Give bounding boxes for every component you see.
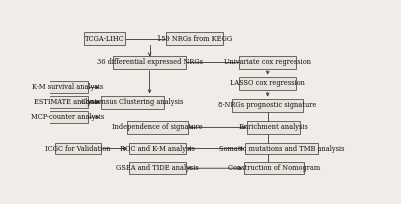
Text: Independence of signature: Independence of signature: [112, 123, 203, 131]
Text: ICGC for Validation: ICGC for Validation: [45, 145, 111, 153]
FancyBboxPatch shape: [113, 55, 186, 69]
Text: 159 NRGs from KEGG: 159 NRGs from KEGG: [157, 35, 232, 43]
FancyBboxPatch shape: [46, 96, 88, 108]
FancyBboxPatch shape: [55, 143, 101, 154]
Text: TCGA-LIHC: TCGA-LIHC: [85, 35, 124, 43]
FancyBboxPatch shape: [127, 121, 188, 134]
Text: GSEA and TIDE analysis: GSEA and TIDE analysis: [116, 164, 199, 172]
Text: ROC and K-M analysis: ROC and K-M analysis: [120, 145, 195, 153]
Text: Enrichment analysis: Enrichment analysis: [239, 123, 308, 131]
Text: Univariate cox regression: Univariate cox regression: [224, 58, 311, 66]
Text: ESTIMATE analysis: ESTIMATE analysis: [34, 98, 100, 106]
FancyBboxPatch shape: [245, 143, 318, 154]
FancyBboxPatch shape: [84, 32, 125, 45]
Text: LASSO cox regression: LASSO cox regression: [230, 79, 305, 87]
FancyBboxPatch shape: [101, 95, 164, 109]
Text: K-M survival analysis: K-M survival analysis: [32, 83, 103, 91]
FancyBboxPatch shape: [46, 81, 88, 93]
Text: Construction of Nomogram: Construction of Nomogram: [228, 164, 320, 172]
Text: Consensus Clustering analysis: Consensus Clustering analysis: [81, 98, 184, 106]
FancyBboxPatch shape: [239, 55, 296, 69]
FancyBboxPatch shape: [239, 77, 296, 90]
FancyBboxPatch shape: [243, 162, 304, 174]
FancyBboxPatch shape: [46, 111, 88, 123]
FancyBboxPatch shape: [129, 162, 186, 174]
Text: MCP-counter analysis: MCP-counter analysis: [30, 113, 104, 121]
FancyBboxPatch shape: [247, 121, 300, 134]
FancyBboxPatch shape: [232, 99, 304, 112]
Text: 36 differential expressed NRGs: 36 differential expressed NRGs: [97, 58, 203, 66]
Text: Somatic mutations and TMB analysis: Somatic mutations and TMB analysis: [219, 145, 344, 153]
Text: 8-NRGs prognostic signature: 8-NRGs prognostic signature: [219, 101, 317, 109]
FancyBboxPatch shape: [129, 143, 186, 154]
FancyBboxPatch shape: [166, 32, 223, 45]
